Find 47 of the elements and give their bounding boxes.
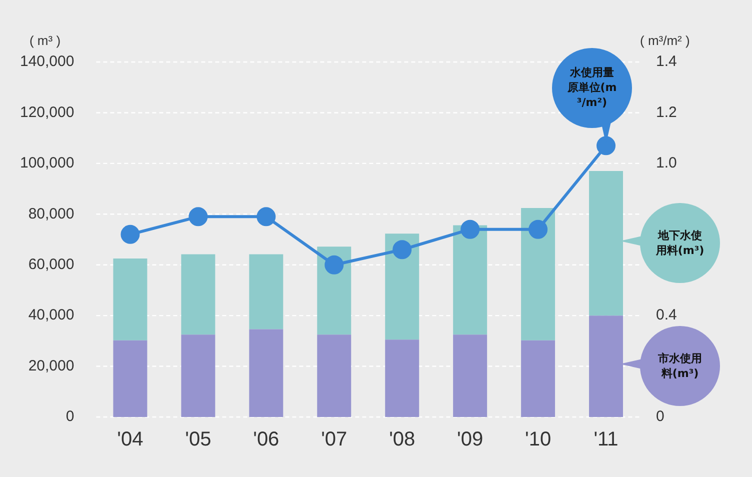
y-tick-label: 120,000 [20, 104, 74, 121]
bar [453, 225, 488, 335]
point [324, 255, 344, 274]
y-tick-label: 140,000 [20, 53, 74, 70]
bar [181, 254, 216, 335]
bar [385, 340, 420, 417]
bar [521, 208, 556, 340]
x-tick-label: '04 [117, 428, 144, 451]
bar [249, 254, 284, 330]
y2-tick-label: 1.4 [656, 53, 677, 70]
y-tick-label: 0 [66, 408, 74, 426]
point [120, 224, 140, 244]
x-tick-label: '10 [525, 428, 552, 451]
x-tick-label: '11 [594, 428, 618, 451]
y-tick-label: 100,000 [20, 154, 74, 172]
y-tick-label: 60,000 [28, 256, 74, 273]
bar [249, 329, 284, 417]
x-tick-label: '07 [321, 428, 348, 451]
bar [113, 258, 148, 340]
x-tick-label: '08 [389, 428, 416, 451]
y2-tick-label: 1.0 [656, 154, 677, 172]
y2-axis-title: ( m³/m² ) [640, 33, 690, 48]
point [596, 136, 616, 156]
bar [181, 334, 216, 417]
y-tick-label: 20,000 [28, 357, 74, 374]
x-tick-label: '09 [457, 428, 484, 451]
y2-tick-label: 0.4 [656, 306, 677, 324]
y2-tick-label: 0 [656, 408, 664, 426]
x-tick-label: '06 [253, 428, 280, 451]
legend-label: 市水使用料(m³) [657, 351, 703, 382]
point [256, 207, 276, 226]
legend-label: 地下水使用料(m³) [655, 228, 705, 258]
bar [385, 234, 420, 340]
y-tick-label: 40,000 [28, 306, 74, 324]
point [460, 220, 480, 239]
callout-bubble: 水使用量原単位(m³/m²) [552, 48, 632, 128]
point [188, 207, 208, 226]
bar [113, 340, 148, 417]
bar [521, 340, 556, 417]
point [392, 240, 412, 260]
x-tick-label: '05 [185, 428, 212, 451]
y2-tick-label: 1.2 [656, 104, 677, 121]
bar [317, 334, 352, 417]
y-tick-label: 80,000 [28, 205, 74, 222]
point [528, 220, 548, 239]
bar [453, 334, 488, 417]
y-axis-title: ( m³ ) [29, 33, 61, 48]
